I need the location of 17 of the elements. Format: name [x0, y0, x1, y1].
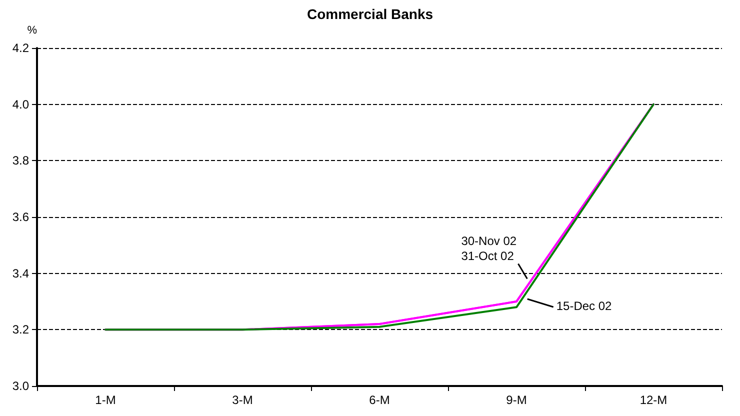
chart-title: Commercial Banks [306, 6, 434, 22]
y-tick-label: 3.0 [12, 379, 30, 393]
text: 31-Oct 02 [461, 248, 515, 264]
x-tick-label: 9-M [506, 393, 527, 407]
x-tick-label: 12-M [640, 393, 668, 407]
x-tick-label: 3-M [232, 393, 253, 407]
y-tick-label: 3.6 [12, 210, 30, 224]
x-tick-label: 6-M [369, 393, 390, 407]
y-tick-label: 3.4 [12, 266, 30, 280]
text: 30-Nov 02 [461, 234, 517, 249]
y-tick-label: 3.8 [12, 154, 30, 168]
y-tick-label: 4.2 [12, 41, 30, 55]
y-tick-label: 4.0 [12, 97, 30, 112]
y-tick-label: 3.2 [12, 322, 30, 337]
text: 15-Dec 02 [556, 298, 612, 314]
y-axis-title: % [27, 24, 38, 36]
x-tick-label: 1-M [95, 393, 116, 407]
